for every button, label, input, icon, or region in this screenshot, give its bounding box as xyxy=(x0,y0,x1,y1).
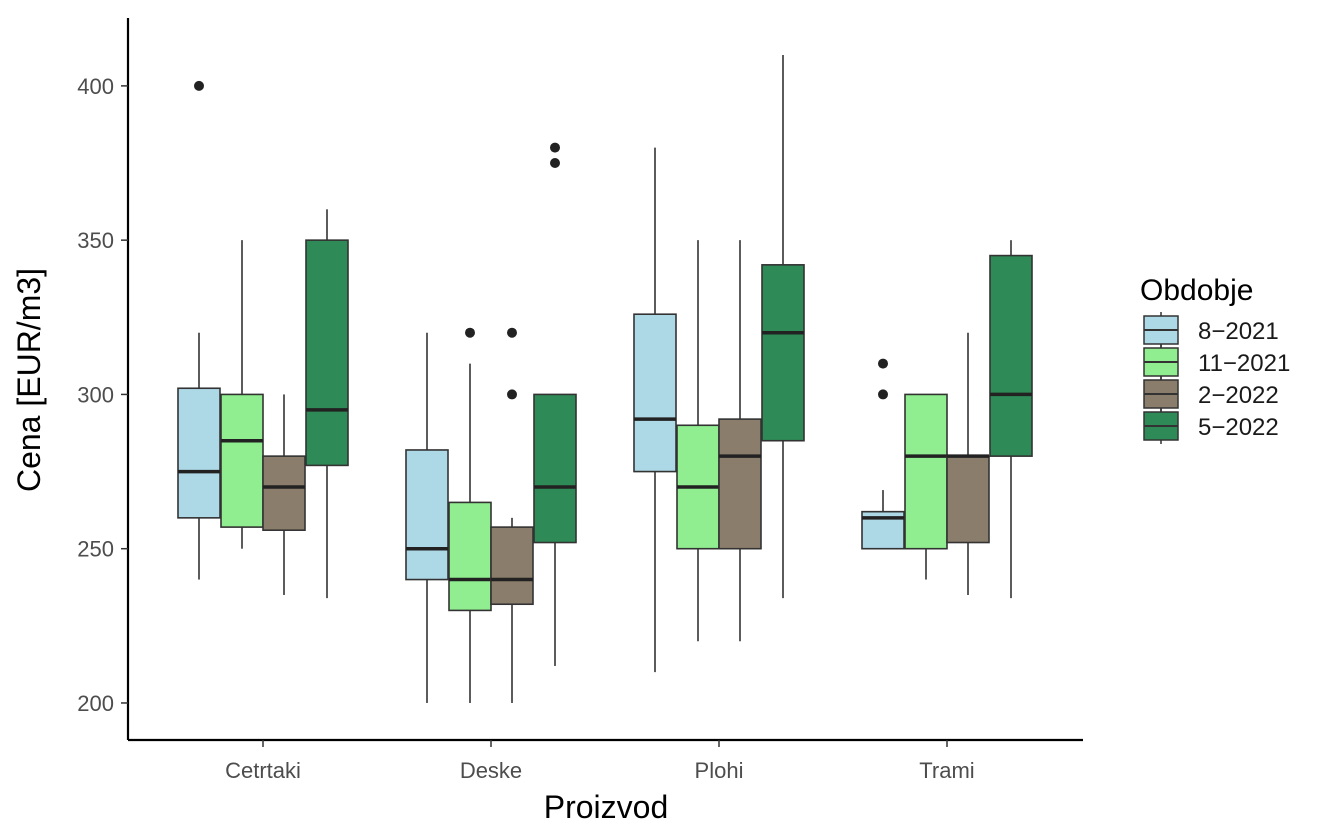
box-plohi-2 xyxy=(718,240,762,642)
iqr-box xyxy=(989,254,1033,457)
iqr-box xyxy=(718,418,762,550)
iqr-box xyxy=(448,501,492,612)
legend-item: 11−2021 xyxy=(1143,344,1290,380)
iqr-box xyxy=(262,455,306,531)
iqr-box xyxy=(533,393,577,544)
iqr-box xyxy=(305,239,349,467)
iqr-box xyxy=(633,313,677,473)
y-tick-label: 200 xyxy=(77,691,114,716)
legend-item: 2−2022 xyxy=(1143,376,1279,412)
x-tick-label: Deske xyxy=(460,758,522,783)
outlier-point xyxy=(507,327,517,338)
legend-item: 8−2021 xyxy=(1143,312,1279,348)
outlier-point xyxy=(878,358,888,369)
y-tick-label: 350 xyxy=(77,228,114,253)
outlier-point xyxy=(550,142,560,153)
outlier-point xyxy=(194,80,204,91)
box-trami-2 xyxy=(946,332,990,595)
box-deske-2 xyxy=(490,327,534,703)
box-trami-3 xyxy=(989,240,1033,599)
outlier-point xyxy=(878,389,888,400)
legend-label: 11−2021 xyxy=(1198,350,1290,377)
box-cetrtaki-2 xyxy=(262,394,306,595)
legend-label: 5−2022 xyxy=(1198,414,1279,441)
legend: Obdobje 8−2021 11−2021 2−2022 5−2022 xyxy=(1140,274,1290,444)
iqr-box xyxy=(177,387,221,519)
x-tick-label: Trami xyxy=(919,758,974,783)
iqr-box xyxy=(490,526,534,606)
plot-area xyxy=(177,55,1033,703)
x-axis-title: Proizvod xyxy=(544,789,669,823)
iqr-box xyxy=(405,449,449,581)
box-plohi-1 xyxy=(676,240,720,642)
box-cetrtaki-3 xyxy=(305,209,349,599)
box-cetrtaki-1 xyxy=(220,240,264,549)
box-trami-1 xyxy=(904,393,948,580)
x-tick-label: Plohi xyxy=(695,758,744,783)
iqr-box xyxy=(946,455,990,544)
y-axis-title: Cena [EUR/m3] xyxy=(11,268,47,492)
legend-label: 8−2021 xyxy=(1198,318,1279,345)
y-tick-label: 300 xyxy=(77,382,114,407)
legend-label: 2−2022 xyxy=(1198,382,1279,409)
iqr-box xyxy=(220,393,264,528)
legend-item: 5−2022 xyxy=(1143,408,1279,444)
box-deske-0 xyxy=(405,332,449,703)
x-tick-label: Cetrtaki xyxy=(225,758,301,783)
box-deske-3 xyxy=(533,142,577,666)
outlier-point xyxy=(550,158,560,169)
outlier-point xyxy=(507,389,517,400)
box-plohi-3 xyxy=(761,55,805,599)
box-deske-1 xyxy=(448,327,492,703)
box-cetrtaki-0 xyxy=(177,80,221,580)
outlier-point xyxy=(465,327,475,338)
y-tick-label: 250 xyxy=(77,537,114,562)
x-axis: Cetrtaki Deske Plohi Trami xyxy=(128,738,1083,783)
y-axis: 200 250 300 350 400 xyxy=(77,18,130,740)
box-trami-0 xyxy=(861,358,905,550)
iqr-box xyxy=(904,393,948,550)
iqr-box xyxy=(761,264,805,442)
legend-title: Obdobje xyxy=(1140,274,1253,307)
box-plohi-0 xyxy=(633,147,677,673)
y-tick-label: 400 xyxy=(77,74,114,99)
